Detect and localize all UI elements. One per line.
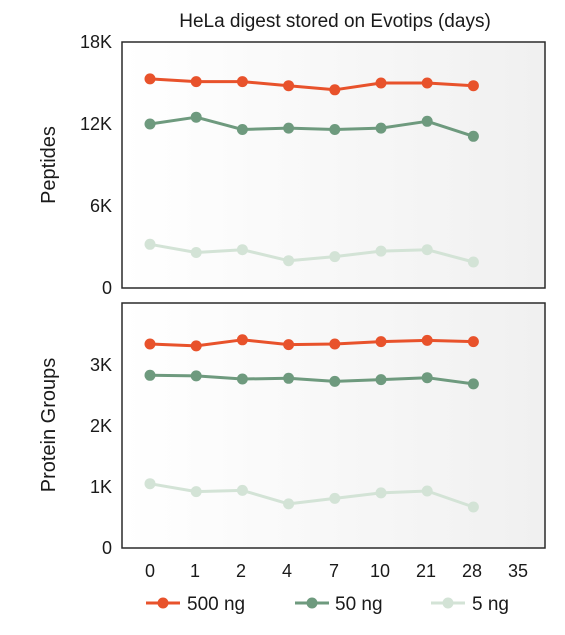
protein-groups-series-line-500-ng [149, 338, 474, 348]
peptides-data-point-5-ng [467, 256, 479, 268]
protein-groups-data-point-500-ng [283, 339, 295, 351]
x-tick-label: 10 [370, 561, 390, 581]
protein-groups-data-point-50-ng [329, 375, 341, 387]
x-tick-label: 28 [462, 561, 482, 581]
x-tick-label: 1 [190, 561, 200, 581]
protein-groups-data-point-50-ng [421, 372, 433, 384]
peptides-y-tick-label: 0 [102, 278, 112, 298]
peptides-data-point-50-ng [329, 124, 341, 135]
peptides-data-point-500-ng [190, 76, 202, 88]
peptides-data-point-50-ng [144, 118, 156, 130]
protein-groups-data-point-50-ng [190, 370, 202, 382]
chart-title: HeLa digest stored on Evotips (days) [179, 11, 491, 32]
peptides-series-line-500-ng [149, 77, 474, 92]
peptides-data-point-5-ng [375, 245, 387, 257]
protein-groups-data-point-50-ng [236, 373, 248, 385]
protein-groups-y-tick-label: 1K [90, 477, 112, 497]
protein-groups-series-line-50-ng [149, 373, 474, 386]
peptides-y-tick-label: 12K [80, 114, 112, 134]
peptides-data-point-500-ng [421, 77, 433, 89]
peptides-data-point-50-ng [190, 111, 202, 123]
legend-label-50-ng: 50 ng [335, 594, 383, 615]
peptides-data-point-50-ng [283, 122, 295, 134]
peptides-data-point-500-ng [329, 84, 341, 96]
x-tick-label: 21 [416, 561, 436, 581]
legend-label-500-ng: 500 ng [187, 594, 245, 615]
protein-groups-data-point-5-ng [421, 485, 433, 497]
legend-marker-5-ng [442, 597, 454, 609]
peptides-data-point-5-ng [144, 238, 156, 250]
legend: 500 ng 50 ng 5 ng [146, 594, 509, 615]
protein-groups-data-point-50-ng [375, 374, 387, 386]
peptides-y-axis-label: Peptides [38, 126, 60, 204]
peptides-y-tick-label: 18K [80, 32, 112, 52]
peptides-data-point-50-ng [375, 122, 387, 134]
peptides-y-tick-label: 6K [90, 196, 112, 216]
legend-item-50-ng: 50 ng [295, 594, 383, 615]
protein-groups-data-point-5-ng [329, 492, 341, 504]
x-tick-label: 4 [282, 561, 292, 581]
x-tick-label: 2 [236, 561, 246, 581]
protein-groups-y-tick-label: 2K [90, 416, 112, 436]
protein-groups-data-point-50-ng [144, 369, 156, 381]
protein-groups-data-point-500-ng [375, 336, 387, 348]
peptides-data-point-500-ng [236, 76, 248, 88]
x-tick-label: 7 [329, 561, 339, 581]
legend-marker-500-ng [157, 597, 169, 609]
peptides-series-line-50-ng [149, 115, 474, 138]
protein-groups-y-tick-label: 0 [102, 538, 112, 558]
x-tick-label: 35 [508, 561, 528, 581]
protein-groups-data-point-5-ng [236, 484, 248, 496]
protein-groups-data-point-500-ng [467, 336, 479, 348]
protein-groups-data-point-500-ng [329, 338, 341, 350]
protein-groups-data-point-500-ng [190, 340, 202, 352]
x-tick-label: 0 [145, 561, 155, 581]
peptides-data-point-5-ng [421, 244, 433, 256]
protein-groups-data-point-50-ng [467, 378, 479, 390]
legend-item-5-ng: 5 ng [431, 594, 509, 615]
peptides-series-line-5-ng [149, 242, 474, 264]
peptides-data-point-500-ng [144, 73, 156, 85]
peptides-data-point-50-ng [421, 115, 433, 127]
peptides-data-point-500-ng [467, 80, 479, 92]
peptides-data-point-5-ng [236, 244, 248, 256]
peptides-data-point-5-ng [190, 247, 202, 258]
protein-groups-data-point-500-ng [236, 334, 248, 346]
protein-groups-data-point-500-ng [144, 338, 156, 350]
protein-groups-y-tick-label: 3K [90, 355, 112, 375]
protein-groups-data-point-5-ng [144, 478, 156, 490]
peptides-panel: Peptides 0 6K 12K 18K [38, 32, 546, 298]
protein-groups-data-point-5-ng [375, 487, 387, 499]
peptides-data-point-5-ng [329, 251, 341, 263]
protein-groups-data-point-5-ng [190, 486, 202, 498]
peptides-data-point-5-ng [283, 255, 295, 267]
protein-groups-series-layer [144, 334, 479, 513]
peptides-data-point-50-ng [236, 124, 248, 135]
protein-groups-data-point-500-ng [421, 334, 433, 346]
protein-groups-panel: Protein Groups 0 1K 2K 3K [38, 302, 546, 558]
legend-marker-50-ng [306, 597, 318, 609]
peptides-series-layer [144, 73, 479, 268]
protein-groups-data-point-50-ng [283, 372, 295, 384]
protein-groups-data-point-5-ng [467, 501, 479, 513]
peptides-data-point-500-ng [375, 77, 387, 89]
protein-groups-series-line-5-ng [149, 482, 474, 509]
peptides-data-point-500-ng [283, 80, 295, 92]
peptides-data-point-50-ng [467, 130, 479, 142]
legend-label-5-ng: 5 ng [472, 594, 509, 615]
x-axis: 0 1 2 4 7 10 21 28 35 [145, 561, 528, 581]
legend-item-500-ng: 500 ng [146, 594, 245, 615]
protein-groups-y-axis-label: Protein Groups [38, 358, 60, 493]
protein-groups-data-point-5-ng [283, 498, 295, 510]
